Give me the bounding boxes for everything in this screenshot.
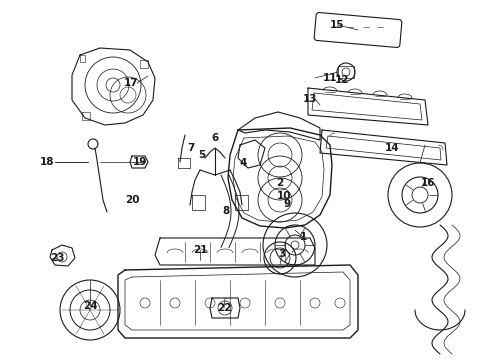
Text: 2: 2: [276, 178, 284, 188]
Text: 23: 23: [50, 253, 64, 263]
Text: 16: 16: [421, 178, 435, 188]
Text: 18: 18: [40, 157, 54, 167]
Text: 17: 17: [123, 78, 138, 88]
Text: 9: 9: [283, 199, 291, 209]
Text: 6: 6: [211, 133, 219, 143]
Text: 5: 5: [198, 150, 206, 160]
Text: 7: 7: [187, 143, 195, 153]
Text: 4: 4: [239, 158, 246, 168]
Text: 24: 24: [83, 301, 98, 311]
Text: 12: 12: [335, 75, 349, 85]
Text: 3: 3: [278, 249, 286, 259]
Text: 10: 10: [277, 191, 291, 201]
Text: 14: 14: [385, 143, 399, 153]
Text: 19: 19: [133, 157, 147, 167]
Text: 1: 1: [299, 232, 307, 242]
Text: 8: 8: [222, 206, 230, 216]
Text: 22: 22: [217, 303, 231, 313]
Text: 20: 20: [125, 195, 139, 205]
Text: 15: 15: [330, 20, 344, 30]
Text: 11: 11: [323, 73, 337, 83]
Text: 21: 21: [193, 245, 207, 255]
Text: 13: 13: [303, 94, 317, 104]
